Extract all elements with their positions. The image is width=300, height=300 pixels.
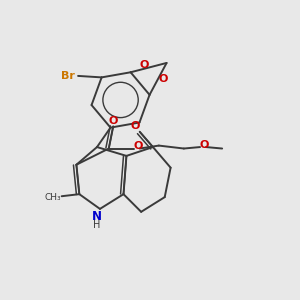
Text: O: O bbox=[158, 74, 168, 84]
Text: O: O bbox=[134, 142, 143, 152]
Text: H: H bbox=[93, 220, 101, 230]
Text: O: O bbox=[200, 140, 209, 150]
Text: CH₃: CH₃ bbox=[44, 193, 61, 202]
Text: Br: Br bbox=[61, 71, 75, 81]
Text: O: O bbox=[130, 122, 140, 131]
Text: O: O bbox=[109, 116, 118, 126]
Text: O: O bbox=[139, 60, 148, 70]
Text: N: N bbox=[92, 210, 102, 223]
